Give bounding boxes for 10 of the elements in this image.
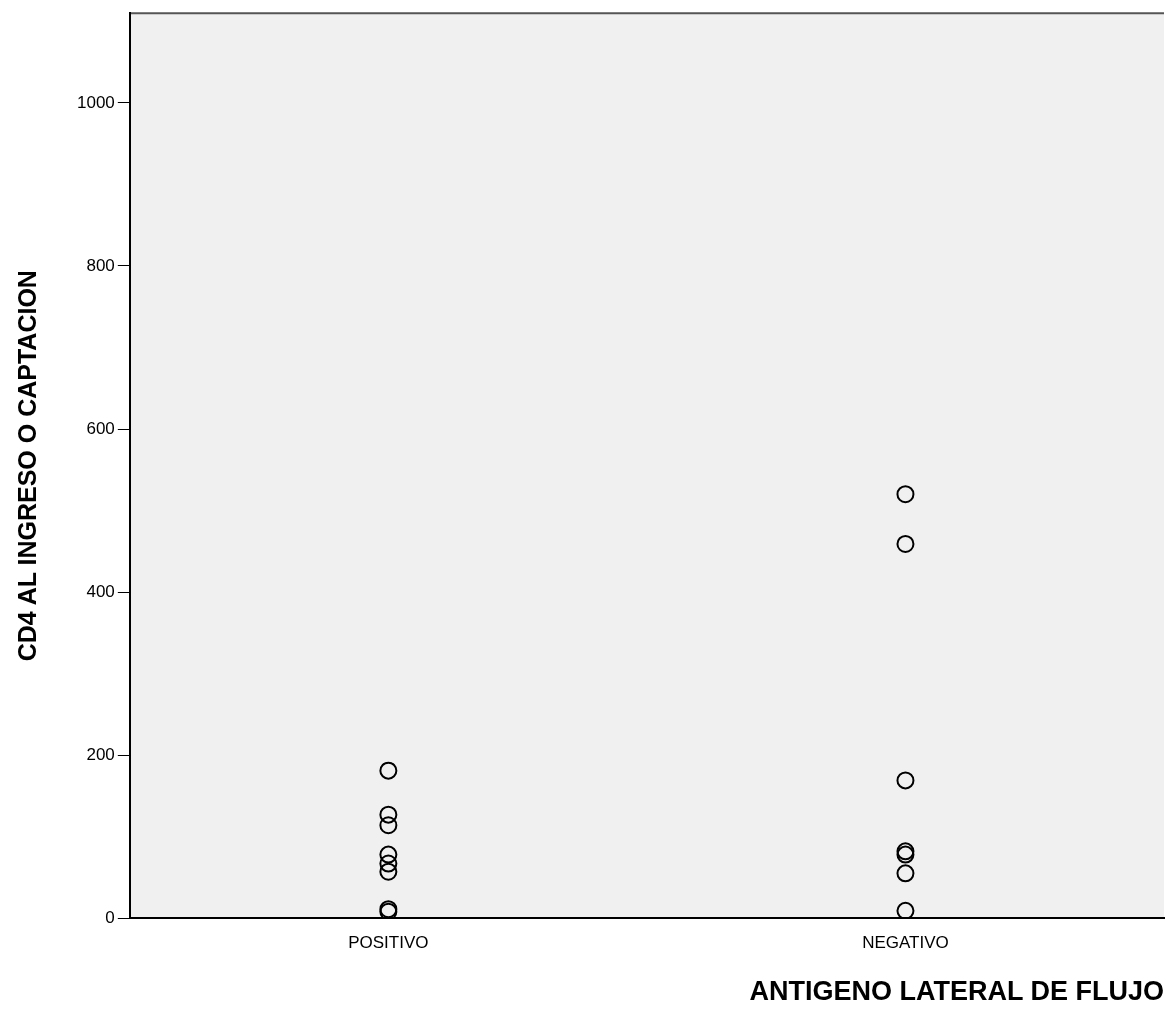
x-tick-label: POSITIVO bbox=[348, 933, 429, 953]
y-tick-label: 600 bbox=[86, 418, 115, 438]
y-tick-label: 1000 bbox=[76, 92, 115, 112]
y-axis-title: CD4 AL INGRESO O CAPTACION bbox=[12, 270, 41, 662]
y-tick-label: 200 bbox=[86, 744, 115, 764]
x-axis-title: ANTIGENO LATERAL DE FLUJO bbox=[749, 976, 1164, 1007]
y-tick-label: 400 bbox=[86, 581, 115, 601]
y-tick-label: 800 bbox=[86, 255, 115, 275]
y-tick-label: 0 bbox=[105, 907, 115, 927]
x-tick-label: NEGATIVO bbox=[862, 933, 949, 953]
